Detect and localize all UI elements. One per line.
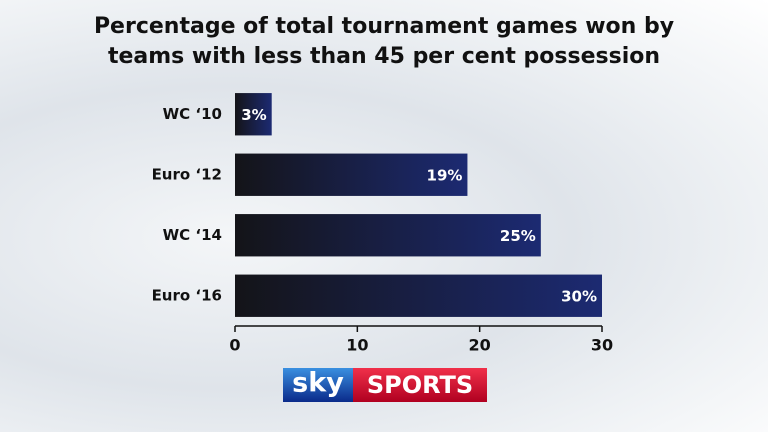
x-tick-label: 20 bbox=[469, 336, 491, 355]
bar bbox=[235, 214, 541, 257]
value-label: 25% bbox=[500, 227, 536, 245]
logo-sky-box bbox=[283, 368, 353, 402]
y-tick-label: WC ‘10 bbox=[163, 105, 222, 123]
logo-sports: SPORTS bbox=[367, 371, 473, 399]
logo: sky SPORTS bbox=[283, 368, 487, 402]
x-tick-label: 10 bbox=[346, 336, 368, 355]
bar bbox=[235, 93, 272, 136]
x-tick-label: 0 bbox=[229, 336, 240, 355]
value-label: 30% bbox=[561, 287, 597, 305]
chart-title: Percentage of total tournament games won… bbox=[93, 14, 675, 69]
x-tick-label: 30 bbox=[591, 336, 613, 355]
logo-sky: sky bbox=[292, 368, 344, 399]
bar bbox=[235, 274, 602, 317]
y-tick-label: WC ‘14 bbox=[163, 226, 222, 244]
logo-sports-box bbox=[353, 368, 487, 402]
value-label: 3% bbox=[241, 106, 266, 124]
y-tick-label: Euro ‘12 bbox=[152, 165, 222, 183]
value-label: 19% bbox=[427, 166, 463, 184]
y-tick-label: Euro ‘16 bbox=[152, 286, 222, 304]
bar bbox=[235, 153, 468, 196]
